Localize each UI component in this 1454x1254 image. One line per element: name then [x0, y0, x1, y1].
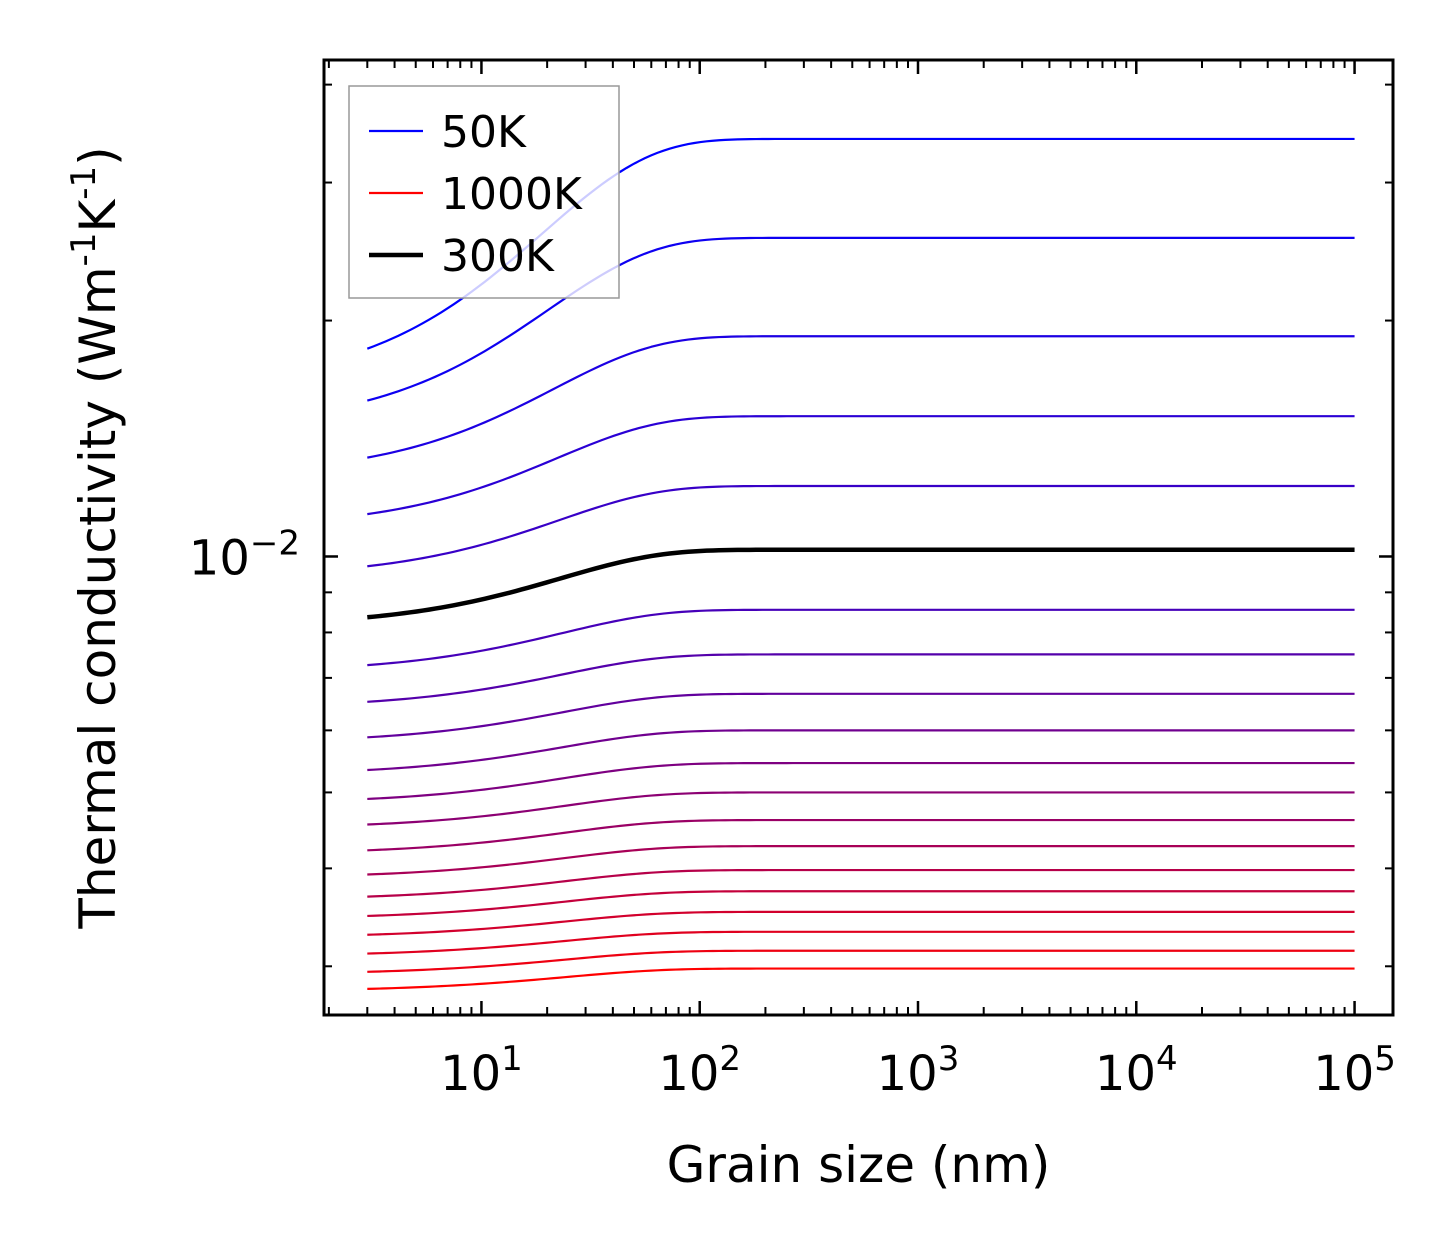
- x-tick-label-exp: 5: [1374, 1039, 1396, 1079]
- x-tick-label: 101: [440, 1039, 523, 1102]
- legend-label-50K: 50K: [441, 107, 527, 158]
- x-tick-labels: 101 102 103 104 105: [440, 1039, 1396, 1102]
- series-line-9: [367, 692, 1355, 739]
- x-tick-label-exp: 2: [719, 1039, 741, 1079]
- series-line-5: [367, 484, 1355, 568]
- x-tick-label-base: 10: [658, 1046, 719, 1102]
- x-tick-label: 104: [1095, 1039, 1178, 1102]
- series-line-16: [367, 890, 1355, 918]
- y-axis-label-exp2: -1: [64, 166, 104, 200]
- series-line-17: [367, 910, 1355, 936]
- x-tick-label-base: 10: [440, 1046, 501, 1102]
- series-line-1000K: [367, 967, 1355, 991]
- y-tick-label-exp: −2: [250, 523, 300, 563]
- series-line-12: [367, 791, 1355, 826]
- x-tick-label-exp: 3: [938, 1039, 960, 1079]
- series-line-300K: [367, 547, 1355, 620]
- y-axis-label-exp1: -1: [64, 233, 104, 267]
- series-line-13: [367, 818, 1355, 852]
- x-tick-label-base: 10: [1313, 1046, 1374, 1102]
- series-line-15: [367, 868, 1355, 898]
- series-line-14: [367, 845, 1355, 876]
- x-tick-label-base: 10: [1095, 1046, 1156, 1102]
- series-line-8: [367, 653, 1355, 703]
- y-axis-label-unit-k: K: [69, 199, 127, 233]
- series-line-18: [367, 930, 1355, 955]
- series-line-4: [367, 415, 1355, 516]
- y-axis-label: Thermal conductivity (Wm-1K-1): [64, 146, 127, 929]
- x-tick-label-exp: 4: [1156, 1039, 1178, 1079]
- x-tick-label: 105: [1313, 1039, 1396, 1102]
- series-line-10: [367, 729, 1355, 772]
- y-tick-labels: 10−2: [189, 523, 300, 586]
- x-tick-label-exp: 1: [501, 1039, 523, 1079]
- y-axis-label-close: ): [69, 146, 127, 166]
- series-line-2: [367, 236, 1355, 402]
- legend-label-300K: 300K: [441, 231, 555, 282]
- x-tick-label: 102: [658, 1039, 741, 1102]
- series-line-3: [367, 335, 1355, 459]
- legend-label-1000K: 1000K: [441, 169, 583, 220]
- plot-frame: [322, 58, 1395, 1017]
- series-line-11: [367, 761, 1355, 801]
- legend: 50K 1000K 300K: [348, 85, 620, 299]
- series-lines: [366, 137, 1355, 991]
- series-line-7: [367, 608, 1355, 667]
- series-line-19: [367, 949, 1355, 973]
- x-axis-label: Grain size (nm): [667, 1136, 1051, 1194]
- x-tick-label-base: 10: [877, 1046, 938, 1102]
- y-axis-label-main: Thermal conductivity (Wm: [69, 266, 127, 929]
- x-tick-label: 103: [877, 1039, 960, 1102]
- y-tick-label-base: 10: [189, 530, 250, 586]
- y-tick-label: 10−2: [189, 523, 300, 586]
